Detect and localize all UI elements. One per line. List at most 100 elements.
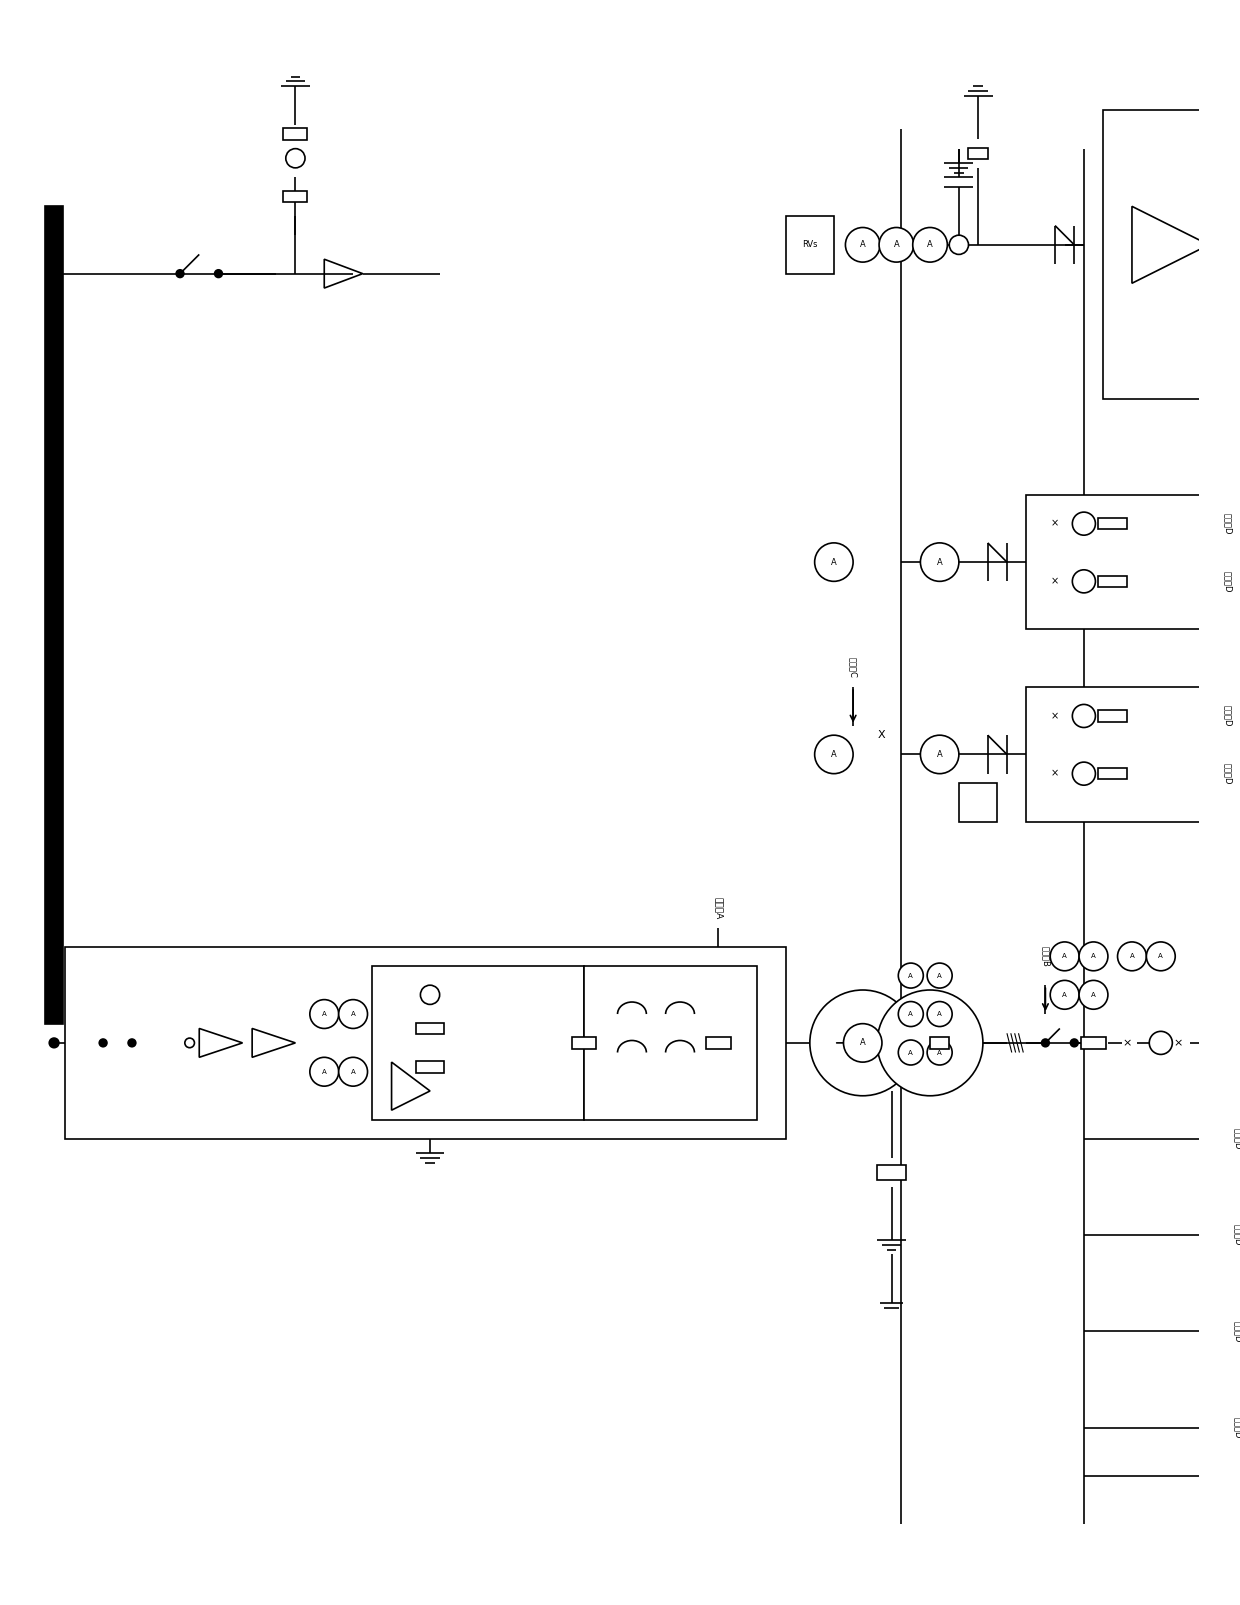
- Text: A: A: [928, 241, 932, 249]
- Bar: [1099, 518, 1127, 530]
- Circle shape: [215, 270, 222, 278]
- Circle shape: [285, 149, 305, 169]
- Text: A: A: [351, 1069, 356, 1075]
- Text: X: X: [878, 730, 885, 740]
- Circle shape: [1050, 942, 1079, 971]
- Circle shape: [1073, 705, 1095, 727]
- Text: A: A: [322, 1069, 326, 1075]
- Text: A: A: [831, 750, 837, 759]
- Text: A: A: [909, 1050, 913, 1056]
- Circle shape: [913, 228, 947, 262]
- Text: 接入点D: 接入点D: [1234, 1225, 1240, 1245]
- Text: A: A: [1091, 953, 1096, 960]
- Circle shape: [310, 1058, 339, 1087]
- Bar: [46, 207, 63, 1024]
- Text: A: A: [1158, 953, 1163, 960]
- Text: 接入点D: 接入点D: [1224, 705, 1233, 727]
- Bar: [415, 1061, 444, 1072]
- Circle shape: [920, 236, 940, 255]
- Bar: [284, 128, 308, 140]
- Text: A: A: [909, 1011, 913, 1018]
- Text: A: A: [351, 1011, 356, 1018]
- Text: 接入点D: 接入点D: [1224, 571, 1233, 592]
- Text: A: A: [1063, 953, 1068, 960]
- Text: 接入点C: 接入点C: [848, 658, 858, 679]
- Circle shape: [920, 542, 959, 581]
- Circle shape: [1079, 942, 1107, 971]
- Text: A: A: [859, 1038, 866, 1048]
- Text: A: A: [909, 973, 913, 979]
- Text: 接入点D: 接入点D: [1234, 1321, 1240, 1342]
- Text: A: A: [831, 557, 837, 567]
- Bar: [1099, 767, 1127, 780]
- Circle shape: [815, 542, 853, 581]
- Circle shape: [50, 1038, 58, 1048]
- Circle shape: [310, 1000, 339, 1029]
- Text: 接入点D: 接入点D: [1234, 1128, 1240, 1149]
- Text: A: A: [936, 557, 942, 567]
- Bar: [877, 1165, 906, 1180]
- Circle shape: [1117, 942, 1147, 971]
- Bar: [1104, 111, 1240, 398]
- Text: A: A: [894, 241, 899, 249]
- Circle shape: [185, 1038, 195, 1048]
- Circle shape: [950, 236, 968, 255]
- Text: 接入点D: 接入点D: [1234, 1417, 1240, 1438]
- Circle shape: [1147, 942, 1176, 971]
- Circle shape: [1073, 762, 1095, 785]
- Bar: [1233, 239, 1240, 250]
- Circle shape: [898, 963, 924, 989]
- Bar: [930, 1037, 950, 1048]
- Circle shape: [843, 1024, 882, 1063]
- Circle shape: [1070, 1038, 1078, 1046]
- Bar: [1027, 494, 1219, 629]
- Bar: [1027, 687, 1219, 822]
- Circle shape: [928, 1040, 952, 1066]
- Text: ×: ×: [1052, 711, 1059, 721]
- Text: ×: ×: [1052, 518, 1059, 528]
- Text: A: A: [859, 241, 866, 249]
- Text: ×: ×: [1173, 1038, 1183, 1048]
- Circle shape: [420, 985, 440, 1005]
- Text: A: A: [937, 973, 942, 979]
- Bar: [1099, 576, 1127, 587]
- Text: 接入点D: 接入点D: [1224, 762, 1233, 785]
- Circle shape: [1050, 981, 1079, 1010]
- Text: 接入点D: 接入点D: [1224, 514, 1233, 534]
- Bar: [959, 783, 997, 822]
- Text: A: A: [937, 1050, 942, 1056]
- Bar: [1099, 709, 1127, 722]
- Text: A: A: [937, 1011, 942, 1018]
- Circle shape: [815, 735, 853, 774]
- Text: A: A: [936, 750, 942, 759]
- Text: ×: ×: [1052, 769, 1059, 778]
- Circle shape: [1042, 1038, 1049, 1046]
- Circle shape: [928, 1002, 952, 1027]
- Circle shape: [898, 1002, 924, 1027]
- Bar: [372, 966, 584, 1120]
- Bar: [572, 1037, 596, 1048]
- Bar: [968, 148, 988, 159]
- Text: 接入点A: 接入点A: [714, 897, 723, 920]
- Circle shape: [1079, 981, 1107, 1010]
- Text: 接入点B: 接入点B: [1040, 945, 1050, 966]
- Circle shape: [928, 963, 952, 989]
- Circle shape: [1073, 512, 1095, 534]
- Circle shape: [877, 990, 983, 1096]
- Circle shape: [1149, 1032, 1172, 1054]
- Circle shape: [99, 1038, 107, 1046]
- Bar: [64, 947, 786, 1140]
- Text: A: A: [322, 1011, 326, 1018]
- Text: A: A: [1091, 992, 1096, 998]
- Bar: [584, 966, 756, 1120]
- Circle shape: [50, 270, 58, 278]
- Text: ×: ×: [1052, 576, 1059, 586]
- Circle shape: [810, 990, 915, 1096]
- Bar: [284, 191, 308, 202]
- Bar: [786, 217, 833, 273]
- Bar: [415, 1022, 444, 1034]
- Circle shape: [898, 1040, 924, 1066]
- Bar: [1081, 1037, 1106, 1048]
- Circle shape: [128, 1038, 136, 1046]
- Text: A: A: [1063, 992, 1068, 998]
